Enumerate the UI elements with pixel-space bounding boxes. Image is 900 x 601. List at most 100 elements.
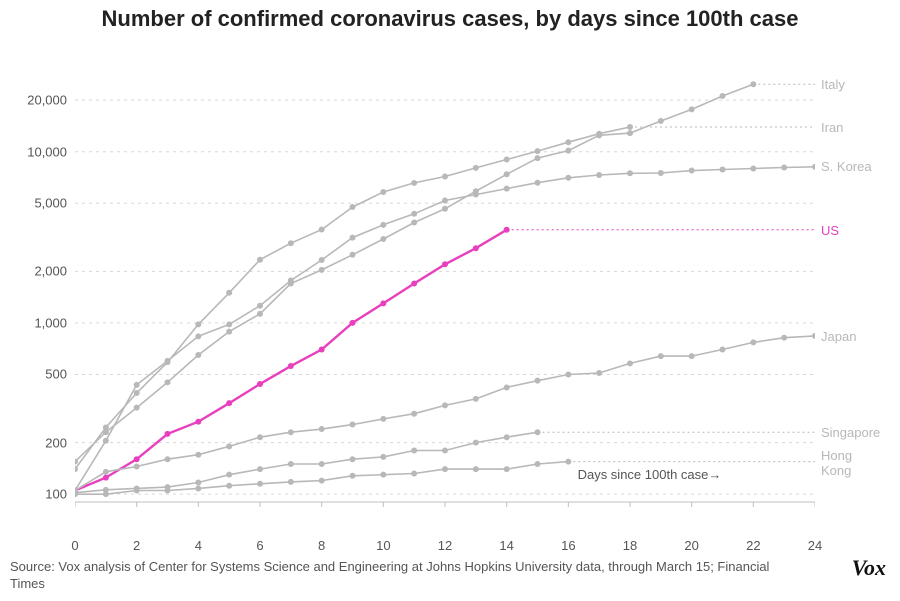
series-marker — [195, 485, 201, 491]
series-marker — [165, 431, 171, 437]
series-marker — [195, 452, 201, 458]
series-marker — [257, 381, 263, 387]
source-caption: Source: Vox analysis of Center for Syste… — [10, 559, 790, 593]
series-marker — [257, 303, 263, 309]
series-marker — [319, 426, 325, 432]
series-marker — [627, 360, 633, 366]
series-marker — [411, 411, 417, 417]
series-marker — [319, 267, 325, 273]
series-marker — [226, 329, 232, 335]
series-marker — [288, 429, 294, 435]
series-marker — [411, 280, 417, 286]
series-marker — [535, 378, 541, 384]
y-tick-label: 20,000 — [0, 93, 67, 108]
series-marker — [319, 346, 325, 352]
series-marker — [226, 321, 232, 327]
series-marker — [288, 479, 294, 485]
series-marker — [473, 466, 479, 472]
vox-logo: Vox — [852, 555, 886, 581]
series-marker — [380, 454, 386, 460]
series-marker — [103, 425, 109, 431]
series-marker — [535, 461, 541, 467]
series-marker — [442, 466, 448, 472]
series-marker — [411, 180, 417, 186]
series-marker — [689, 353, 695, 359]
series-marker — [350, 422, 356, 428]
series-marker — [812, 164, 815, 170]
series-marker — [380, 300, 386, 306]
series-marker — [103, 475, 109, 481]
x-tick-label: 20 — [684, 538, 698, 553]
x-tick-label: 12 — [438, 538, 452, 553]
series-marker — [720, 346, 726, 352]
series-marker — [380, 222, 386, 228]
series-marker — [596, 172, 602, 178]
series-marker — [411, 211, 417, 217]
series-marker — [257, 481, 263, 487]
series-marker — [658, 170, 664, 176]
series-label-iran: Iran — [821, 120, 843, 135]
y-tick-label: 500 — [0, 367, 67, 382]
series-marker — [473, 192, 479, 198]
series-marker — [165, 456, 171, 462]
series-marker — [442, 174, 448, 180]
series-marker — [195, 479, 201, 485]
series-marker — [319, 227, 325, 233]
y-tick-label: 5,000 — [0, 196, 67, 211]
series-marker — [319, 478, 325, 484]
series-marker — [288, 277, 294, 283]
series-label-s-korea: S. Korea — [821, 159, 872, 174]
series-marker — [473, 165, 479, 171]
series-marker — [504, 384, 510, 390]
series-marker — [226, 400, 232, 406]
series-marker — [134, 382, 140, 388]
x-tick-label: 22 — [746, 538, 760, 553]
series-line-s-korea — [75, 166, 815, 490]
series-marker — [226, 472, 232, 478]
series-label-japan: Japan — [821, 329, 856, 344]
series-marker — [750, 339, 756, 345]
series-line-us — [75, 230, 507, 491]
series-marker — [350, 252, 356, 258]
series-marker — [380, 416, 386, 422]
series-marker — [350, 204, 356, 210]
series-marker — [504, 434, 510, 440]
series-marker — [442, 206, 448, 212]
series-marker — [411, 447, 417, 453]
x-tick-label: 6 — [256, 538, 263, 553]
series-marker — [473, 396, 479, 402]
series-marker — [750, 165, 756, 171]
series-marker — [103, 469, 109, 475]
series-marker — [350, 320, 356, 326]
series-marker — [226, 443, 232, 449]
chart-title: Number of confirmed coronavirus cases, b… — [0, 0, 900, 31]
series-marker — [134, 456, 140, 462]
series-marker — [195, 333, 201, 339]
x-tick-label: 24 — [808, 538, 822, 553]
series-marker — [75, 466, 78, 472]
series-line-singapore — [75, 432, 538, 493]
series-marker — [195, 352, 201, 358]
series-marker — [504, 466, 510, 472]
series-marker — [380, 236, 386, 242]
series-marker — [812, 333, 815, 339]
x-tick-label: 14 — [499, 538, 513, 553]
chart-plot-area: 1002005001,0002,0005,00010,00020,0000246… — [75, 70, 815, 530]
series-marker — [658, 118, 664, 124]
series-marker — [134, 464, 140, 470]
series-marker — [781, 335, 787, 341]
series-marker — [288, 240, 294, 246]
x-tick-label: 8 — [318, 538, 325, 553]
series-marker — [319, 461, 325, 467]
y-tick-label: 1,000 — [0, 315, 67, 330]
series-marker — [288, 461, 294, 467]
x-tick-label: 0 — [71, 538, 78, 553]
series-marker — [535, 148, 541, 154]
series-marker — [350, 473, 356, 479]
series-marker — [442, 197, 448, 203]
series-label-us: US — [821, 223, 839, 238]
series-line-italy — [75, 84, 753, 461]
series-marker — [504, 171, 510, 177]
series-marker — [103, 491, 109, 497]
series-marker — [257, 434, 263, 440]
